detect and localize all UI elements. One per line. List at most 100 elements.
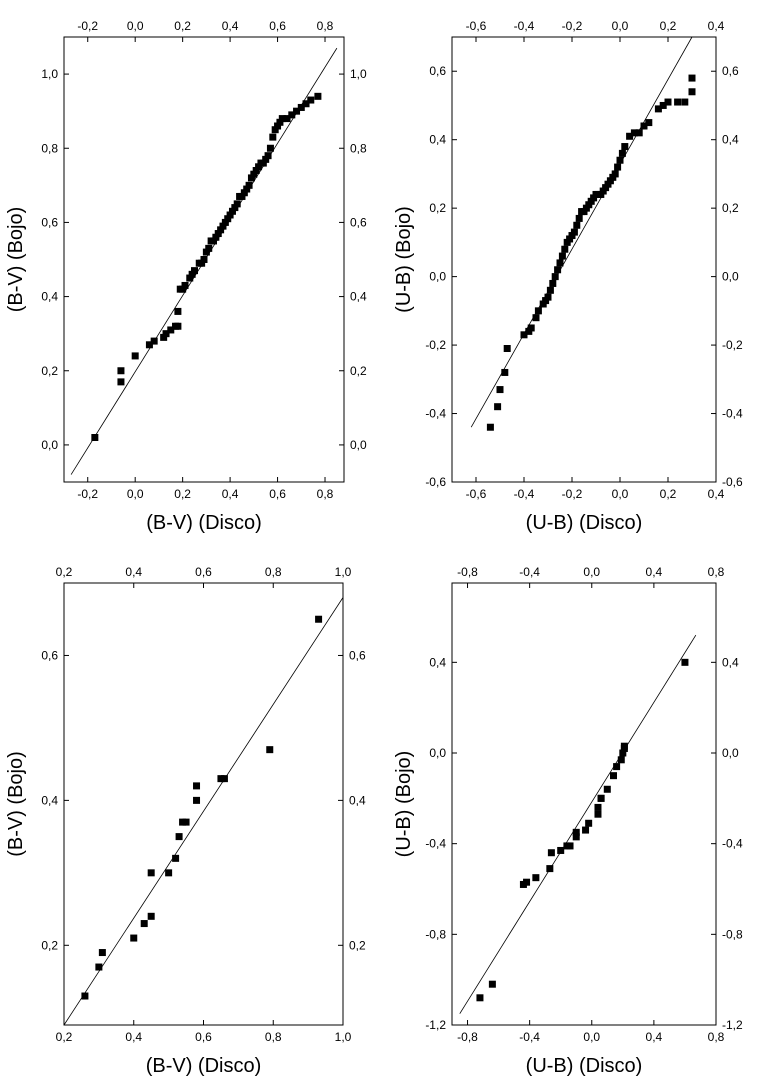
x-tick-label-bottom: 0,8 — [265, 1030, 282, 1044]
x-tick-label-top: 0,6 — [195, 565, 212, 579]
x-axis-label: (U-B) (Disco) — [526, 512, 643, 534]
y-tick-label-right: 0,0 — [722, 746, 739, 760]
data-point — [202, 248, 210, 256]
data-point — [619, 749, 627, 757]
data-point — [212, 233, 220, 241]
y-tick-label-right: 1,0 — [350, 67, 367, 81]
data-point — [557, 846, 565, 854]
data-point — [147, 912, 155, 920]
y-tick-label-left: 0,8 — [41, 141, 58, 155]
y-tick-label-left: 0,2 — [429, 201, 446, 215]
data-point — [193, 796, 201, 804]
data-point — [597, 794, 605, 802]
data-point — [233, 200, 241, 208]
x-tick-label-bottom: 0,8 — [708, 1030, 725, 1044]
y-tick-label-right: -0,8 — [722, 927, 743, 941]
data-point — [283, 115, 291, 123]
data-point — [160, 333, 168, 341]
data-point — [551, 273, 559, 281]
y-axis-label: (U-B) (Bojo) — [393, 751, 415, 858]
data-point — [654, 105, 662, 113]
data-point — [266, 746, 274, 754]
data-point — [566, 842, 574, 850]
x-tick-label-top: 0,4 — [222, 19, 239, 33]
data-point — [297, 103, 305, 111]
x-tick-label-bottom: -0,8 — [457, 1030, 478, 1044]
data-point — [240, 189, 248, 197]
data-point — [226, 211, 234, 219]
y-tick-label-left: -0,6 — [425, 475, 446, 489]
data-point — [617, 756, 625, 764]
data-point — [228, 207, 236, 215]
data-point — [131, 352, 139, 360]
chart-panel-bottom-right: -0,8-0,8-0,4-0,40,00,00,40,40,80,8-1,2 -1… — [393, 565, 743, 1077]
data-point — [224, 215, 232, 223]
x-tick-label-top: 0,4 — [125, 565, 142, 579]
data-point — [191, 267, 199, 275]
data-point — [630, 129, 638, 137]
y-tick-label-left: 1,0 — [41, 67, 58, 81]
data-point — [556, 259, 564, 267]
data-point — [621, 143, 629, 151]
data-point — [307, 96, 315, 104]
x-tick-label-top: -0,2 — [562, 19, 583, 33]
data-point — [544, 293, 552, 301]
data-point — [266, 144, 274, 152]
data-point — [264, 152, 272, 160]
plot-frame — [451, 36, 717, 483]
data-point — [610, 772, 618, 780]
data-point — [572, 833, 580, 841]
y-tick-label-left: 0,4 — [429, 655, 446, 669]
x-tick-label-top: 0,2 — [174, 19, 191, 33]
data-point — [572, 828, 580, 836]
data-point — [611, 170, 619, 178]
x-tick-label-top: -0,8 — [457, 565, 478, 579]
x-tick-label-bottom: 0,6 — [269, 487, 286, 501]
x-tick-label-bottom: 0,2 — [660, 487, 677, 501]
y-tick-label-right: 0,6 — [350, 215, 367, 229]
data-point — [532, 874, 540, 882]
data-point — [130, 934, 138, 942]
x-tick-label-bottom: 0,4 — [222, 487, 239, 501]
x-tick-label-top: -0,2 — [77, 19, 98, 33]
data-point — [217, 226, 225, 234]
y-tick-label-left: -0,2 — [425, 338, 446, 352]
plot-frame — [451, 582, 717, 1026]
y-tick-label-left: 0,0 — [429, 746, 446, 760]
data-point — [503, 345, 511, 352]
data-point — [172, 854, 180, 862]
y-tick-label-right: 0,4 — [722, 655, 739, 669]
y-axis-label: (U-B) (Bojo) — [393, 206, 415, 313]
data-point — [293, 107, 301, 115]
chart-panel-bottom-left: 0,2 0,2 0,4 0,4 0,6 0,6 0,8 0,8 1,0 1,0 0,2 0,2 0,4 0… — [5, 565, 366, 1077]
data-point — [182, 818, 190, 826]
x-tick-label-top: 0,2 — [660, 19, 677, 33]
data-point — [276, 118, 284, 126]
data-point — [274, 122, 282, 130]
y-tick-label-right: -1,2 — [722, 1018, 743, 1032]
x-tick-label-top: 0,8 — [265, 565, 282, 579]
y-tick-label-right: 0,6 — [349, 648, 366, 662]
y-tick-label-left: -1,2 — [425, 1018, 446, 1032]
data-point — [174, 307, 182, 315]
data-point — [635, 129, 643, 137]
data-point — [561, 245, 569, 253]
data-point — [140, 920, 148, 928]
y-tick-label-right: 0,4 — [349, 793, 366, 807]
y-tick-label-left: 0,6 — [429, 64, 446, 78]
y-tick-label-left: 0,0 — [41, 438, 58, 452]
data-point — [91, 434, 99, 441]
data-point — [209, 237, 217, 245]
x-tick-label-top: 0,2 — [56, 565, 73, 579]
x-tick-label-top: 0,0 — [612, 19, 629, 33]
data-point — [688, 74, 696, 82]
data-point — [255, 163, 263, 171]
data-point — [570, 228, 578, 236]
y-tick-label-left: -0,4 — [425, 407, 446, 421]
data-point — [302, 100, 310, 108]
data-point — [681, 658, 689, 666]
data-point — [494, 403, 502, 411]
data-point — [238, 192, 246, 200]
data-point — [81, 992, 89, 1000]
data-point — [603, 785, 611, 793]
